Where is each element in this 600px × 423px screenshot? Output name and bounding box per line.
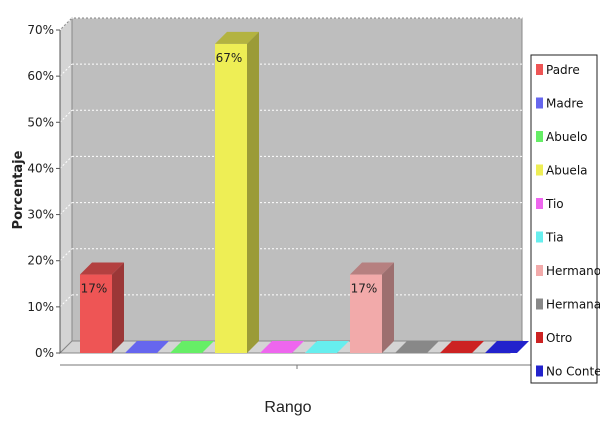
- y-tick-label: 30%: [27, 208, 54, 222]
- bars: [80, 31, 529, 353]
- legend-entry: Abuelo: [546, 130, 588, 144]
- bar-side: [247, 31, 259, 353]
- bar-front: [215, 43, 247, 353]
- legend-entry: Madre: [546, 97, 583, 111]
- y-axis-label: Porcentaje: [11, 150, 26, 229]
- bar-top: [350, 262, 394, 275]
- bar-floor: [440, 341, 484, 353]
- legend-swatch: [536, 332, 543, 343]
- legend-swatch: [536, 64, 543, 75]
- gridline-side: [59, 63, 73, 77]
- y-tick-label: 40%: [27, 161, 54, 175]
- bar-abuela: [215, 31, 259, 353]
- bar-tio: [260, 341, 304, 353]
- legend-entry: Hermano: [546, 264, 600, 278]
- data-label: 17%: [351, 282, 378, 296]
- legend-swatch: [536, 298, 543, 310]
- plot-area: [58, 16, 524, 355]
- bar-floor: [170, 341, 214, 353]
- legend-entry: Abuela: [546, 164, 588, 178]
- bar-front: [350, 274, 382, 353]
- legend-entry: Otro: [546, 331, 572, 345]
- y-tick-label: 60%: [27, 69, 54, 83]
- legend: Padre Madre Abuelo Abuela Tio Tia Hermano Herma…: [530, 54, 600, 384]
- y-tick-label: 20%: [27, 254, 54, 268]
- legend-swatch: [536, 97, 543, 109]
- bar-side: [382, 262, 394, 353]
- bar-floor: [395, 341, 439, 353]
- legend-swatch: [536, 131, 543, 142]
- legend-entry: Hermana: [546, 298, 600, 312]
- legend-entry: Tia: [545, 231, 564, 245]
- bar-floor: [305, 341, 349, 353]
- bar-front: [80, 274, 112, 353]
- bar-side: [112, 262, 124, 353]
- bar-tia: [305, 341, 349, 353]
- y-tick-label: 10%: [27, 300, 54, 314]
- plot-side-wall: [59, 16, 73, 355]
- bar-floor: [260, 341, 304, 353]
- bar-abuelo: [170, 341, 214, 353]
- y-tick-label: 70%: [27, 23, 54, 37]
- bar-floor: [125, 341, 169, 353]
- bar-madre: [125, 341, 169, 353]
- legend-swatch: [536, 164, 543, 176]
- gridline-side: [59, 156, 73, 169]
- legend-swatch: [536, 265, 543, 276]
- legend-swatch: [536, 231, 543, 243]
- legend-entry: No Contest: [546, 365, 600, 379]
- gridline-side: [59, 202, 73, 215]
- y-axis: 0% 10% 20% 30% 40% 50% 60% 70%: [27, 23, 532, 369]
- y-tick-label: 0%: [35, 346, 54, 360]
- bar-hermano: [350, 262, 394, 353]
- gridline-side: [59, 294, 73, 308]
- legend-box: [530, 54, 598, 384]
- bar-top: [215, 31, 259, 44]
- bar-hermana: [395, 341, 439, 353]
- legend-entry: Padre: [546, 63, 580, 77]
- bar-padre: [80, 262, 124, 353]
- gridline-side: [59, 248, 73, 262]
- legend-entry: Tio: [545, 197, 564, 211]
- data-labels: 17% 67% 17%: [81, 51, 378, 296]
- data-label: 17%: [81, 282, 108, 296]
- legend-swatch: [536, 365, 543, 377]
- plot-back-wall: [71, 17, 523, 342]
- x-axis-label: Rango: [264, 399, 311, 416]
- bar-floor: [485, 341, 529, 353]
- data-label: 67%: [216, 51, 243, 65]
- bar-top: [80, 262, 124, 275]
- legend-swatch: [536, 198, 543, 209]
- gridlines: [59, 17, 522, 308]
- bar-otro: [440, 341, 484, 353]
- gridline-side: [59, 17, 73, 31]
- bar-no-contest: [485, 341, 529, 353]
- y-tick-label: 50%: [27, 115, 54, 129]
- gridline-side: [59, 109, 73, 123]
